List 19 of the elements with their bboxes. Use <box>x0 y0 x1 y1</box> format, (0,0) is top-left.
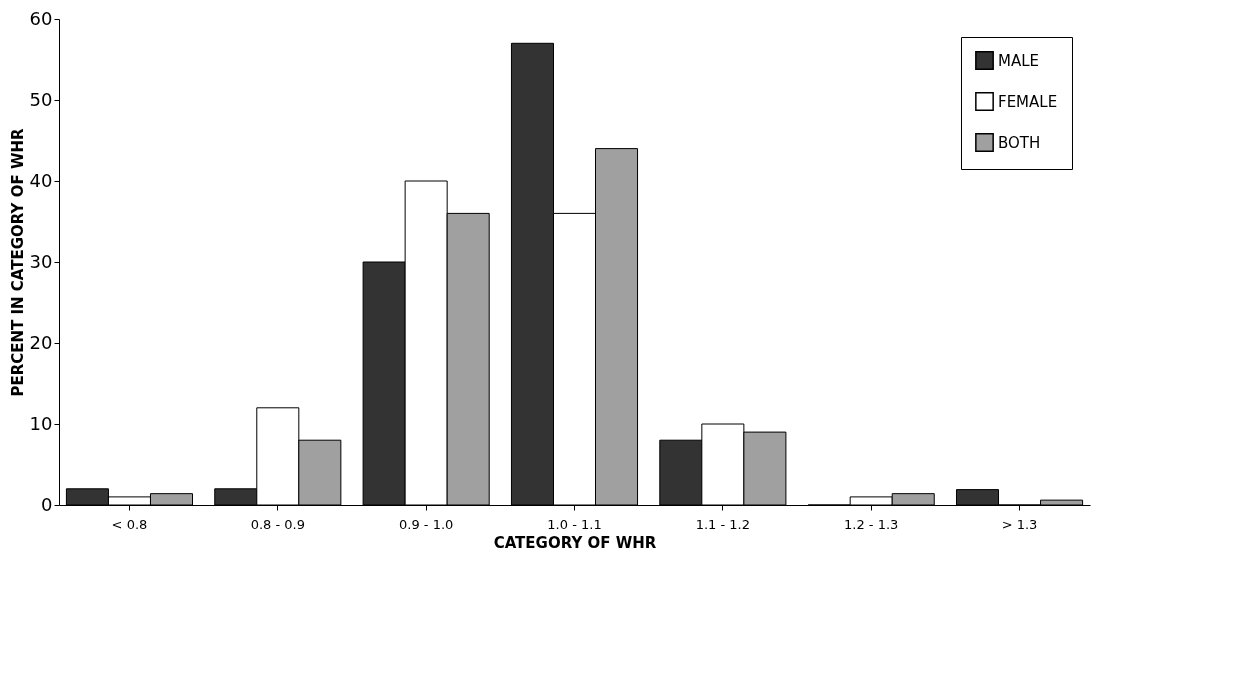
y-tick-label: 20 <box>29 331 53 353</box>
x-tick-label: 1.0 - 1.1 <box>547 516 602 532</box>
legend-label: BOTH <box>998 133 1041 152</box>
y-tick-label: 30 <box>29 250 53 272</box>
y-tick-label: 60 <box>29 7 53 29</box>
x-tick-label: 0.9 - 1.0 <box>399 516 454 532</box>
x-axis-title: CATEGORY OF WHR <box>493 533 657 552</box>
x-tick-label: < 0.8 <box>111 516 148 532</box>
y-tick-label: 10 <box>29 412 53 434</box>
legend-label: MALE <box>998 51 1040 70</box>
y-tick-label: 40 <box>29 169 53 191</box>
y-tick-label: 0 <box>41 493 53 515</box>
x-tick-label: 1.2 - 1.3 <box>844 516 899 532</box>
y-axis-title: PERCENT IN CATEGORY OF WHR <box>8 128 27 397</box>
x-tick-label: 0.8 - 0.9 <box>250 516 305 532</box>
y-tick-label: 50 <box>29 88 53 110</box>
x-tick-label: 1.1 - 1.2 <box>695 516 750 532</box>
legend-label: FEMALE <box>998 92 1058 111</box>
x-tick-label: > 1.3 <box>1001 516 1038 532</box>
